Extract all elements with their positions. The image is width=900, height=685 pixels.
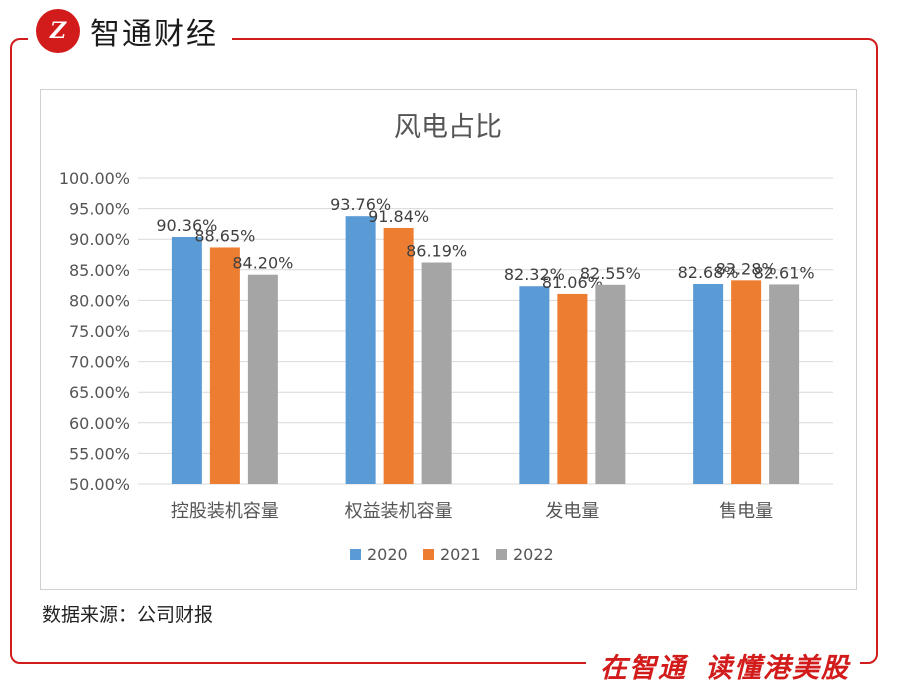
bar-2021 [731, 280, 762, 484]
data-label: 91.84% [368, 207, 429, 226]
brand-name: 智通财经 [90, 17, 218, 52]
bar-2020 [519, 286, 550, 484]
y-tick-label: 70.00% [69, 353, 130, 372]
y-tick-label: 55.00% [69, 444, 130, 463]
y-tick-label: 65.00% [69, 383, 130, 402]
legend-swatch-2020 [350, 549, 361, 560]
bar-2020 [345, 216, 376, 485]
x-tick-label: 发电量 [545, 501, 599, 522]
legend-swatch-2022 [496, 549, 507, 560]
legend-swatch-2021 [423, 549, 434, 560]
x-tick-label: 售电量 [719, 501, 773, 522]
card-frame [10, 38, 878, 664]
y-tick-label: 60.00% [69, 414, 130, 433]
data-label: 81.06% [542, 273, 603, 292]
bar-2022 [421, 262, 452, 484]
legend-label: 2022 [513, 545, 554, 564]
y-tick-label: 90.00% [69, 230, 130, 249]
y-tick-label: 75.00% [69, 322, 130, 341]
data-label: 82.68% [678, 263, 739, 282]
bar-2020 [693, 283, 724, 484]
footer-slogan: 在智通 读懂港美股 [586, 645, 860, 685]
bar-2022 [247, 274, 278, 484]
bar-2022 [769, 284, 800, 484]
legend-label: 2020 [367, 545, 408, 564]
brand-header: Z 智通财经 [28, 6, 232, 56]
chart-container: 风电占比 100.00% 95.00% 90.00% 85.00% 80.00% 75.00… [40, 89, 857, 590]
x-tick-label: 权益装机容量 [345, 501, 453, 522]
data-label: 82.55% [580, 264, 641, 283]
data-label: 90.36% [156, 216, 217, 235]
x-tick-label: 控股装机容量 [171, 501, 279, 522]
bar-chart: 风电占比 100.00% 95.00% 90.00% 85.00% 80.00% 75.00… [59, 112, 833, 564]
bar-2020 [171, 236, 202, 484]
brand-logo-icon: Z [36, 9, 80, 53]
data-label: 86.19% [406, 242, 467, 261]
y-tick-label: 85.00% [69, 261, 130, 280]
legend-label: 2021 [440, 545, 481, 564]
bar-2021 [557, 293, 588, 484]
data-label: 84.20% [232, 254, 293, 273]
bar-2021 [209, 247, 240, 484]
y-tick-label: 95.00% [69, 200, 130, 219]
y-tick-label: 50.00% [69, 475, 130, 494]
bar-2021 [383, 227, 414, 484]
y-tick-label: 80.00% [69, 291, 130, 310]
bar-2022 [595, 284, 626, 484]
data-label: 93.76% [330, 195, 391, 214]
data-label: 82.61% [754, 263, 815, 282]
slogan-part-1: 在智通 [600, 652, 687, 684]
data-source-note: 数据来源：公司财报 [42, 604, 214, 626]
chart-title: 风电占比 [394, 112, 502, 143]
data-label: 83.28% [716, 259, 777, 278]
slogan-part-2: 读懂港美股 [705, 652, 850, 684]
data-label: 88.65% [194, 226, 255, 245]
data-label: 82.32% [504, 265, 565, 284]
y-tick-label: 100.00% [59, 169, 130, 188]
